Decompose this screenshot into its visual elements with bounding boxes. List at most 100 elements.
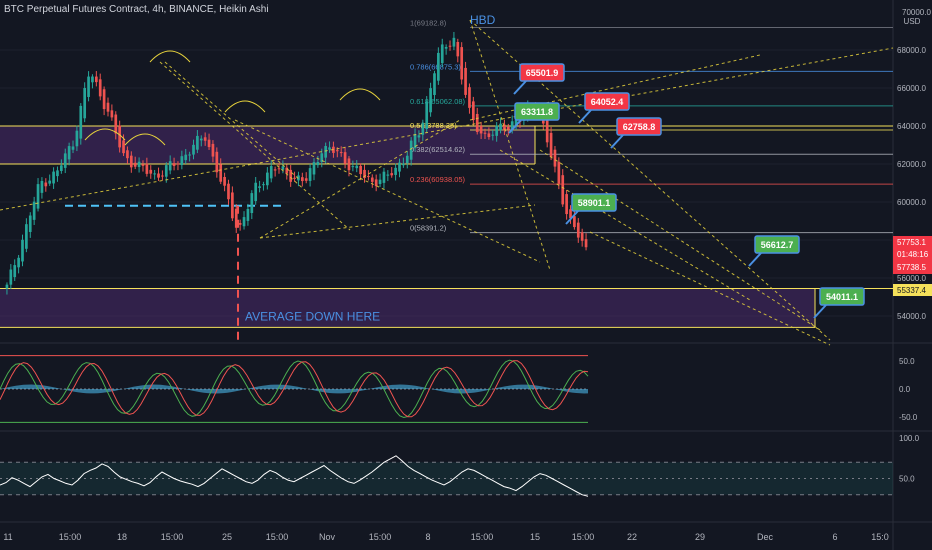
price-label-pointer (565, 210, 579, 225)
candle-body (475, 113, 479, 133)
candle-body (495, 125, 499, 136)
candle-body (83, 88, 87, 119)
x-tick-label: 15:00 (266, 532, 289, 542)
fib-level-label: 0.236(60938.05) (410, 175, 466, 184)
trend-line (469, 19, 551, 271)
candle-body (102, 89, 106, 110)
candle-body (409, 140, 413, 160)
candle-body (335, 150, 339, 152)
candle-body (569, 209, 572, 219)
candle-body (460, 47, 464, 80)
candle-body (9, 269, 13, 285)
price-label-text: 65501.9 (526, 68, 559, 78)
candle-body (254, 182, 258, 202)
candle-body (40, 180, 44, 193)
candle-body (514, 119, 518, 126)
candle-body (21, 239, 24, 262)
x-tick-label: 15:0 (871, 532, 889, 542)
candle-body (300, 177, 304, 182)
candle-body (429, 88, 432, 113)
candle-body (172, 163, 176, 166)
x-tick-label: 6 (832, 532, 837, 542)
candle-body (207, 139, 211, 148)
candle-body (324, 146, 327, 158)
candle-body (545, 118, 549, 143)
candle-body (223, 176, 226, 186)
candle-body (440, 44, 444, 64)
arc-annotation (339, 88, 381, 101)
price-label-box[interactable] (571, 193, 617, 212)
candle-body (250, 193, 254, 214)
candle-body (304, 178, 308, 181)
candle-body (145, 163, 149, 174)
x-tick-label: 15:00 (572, 532, 595, 542)
candle-body (456, 42, 460, 57)
candle-body (468, 87, 471, 108)
price-label-box[interactable] (514, 102, 560, 121)
candle-body (491, 134, 495, 136)
price-label-box[interactable] (584, 92, 630, 111)
y-tick-label: 68000.0 (897, 46, 926, 55)
price-label-box[interactable] (616, 117, 662, 136)
candle-body (402, 163, 405, 166)
price-label-text: 62758.8 (623, 122, 656, 132)
zone-rect (0, 288, 815, 328)
x-tick-label: 15:00 (471, 532, 494, 542)
candle-body (126, 150, 129, 159)
candle-body (448, 45, 452, 47)
candle-body (180, 156, 184, 166)
candle-body (374, 179, 378, 187)
candle-body (499, 123, 502, 131)
candle-body (196, 135, 199, 150)
candle-body (452, 37, 456, 47)
candle-body (506, 126, 510, 130)
price-label-box[interactable] (819, 287, 865, 306)
y-tick-label: 66000.0 (897, 84, 926, 93)
candle-body (297, 175, 300, 181)
candle-body (417, 135, 421, 138)
price-label-box[interactable] (754, 235, 800, 254)
trend-line (539, 149, 821, 331)
trend-line (259, 204, 536, 239)
candle-body (386, 174, 390, 176)
candle-body (561, 175, 565, 205)
osc-line-green (0, 359, 589, 419)
candle-body (405, 155, 409, 164)
candle-body (94, 76, 98, 83)
candle-body (351, 166, 355, 168)
candle-body (328, 147, 331, 150)
candle-body (219, 164, 223, 182)
candle-body (28, 215, 32, 232)
candle-body (479, 126, 483, 134)
price-label-box[interactable] (519, 63, 565, 82)
zone-price-text: 55337.4 (897, 286, 926, 295)
price-label-text: 58901.1 (578, 198, 611, 208)
candle-body (141, 164, 145, 166)
candle-body (483, 132, 487, 134)
candle-body (168, 161, 172, 171)
osc-tick-label: 0.0 (899, 385, 911, 394)
rsi-tick-label: 100.0 (899, 434, 920, 443)
candle-body (273, 169, 277, 171)
candle-body (487, 133, 491, 138)
candle-body (464, 67, 467, 95)
price-label-pointer (578, 109, 592, 124)
candle-body (576, 222, 580, 238)
rsi-line (0, 455, 589, 497)
countdown-text: 01:48:16 (897, 250, 929, 259)
trend-line (589, 231, 831, 346)
chart-title: BTC Perpetual Futures Contract, 4h, BINA… (4, 4, 269, 15)
price-label-text: 56612.7 (761, 240, 794, 250)
x-tick-label: 22 (627, 532, 637, 542)
price-label-pointer (610, 134, 624, 149)
price-label-text: 54011.1 (826, 292, 858, 302)
candle-body (36, 184, 40, 209)
candle-body (32, 201, 36, 220)
candle-body (584, 239, 588, 248)
candle-body (5, 284, 9, 289)
candle-body (390, 173, 394, 176)
price-label-pointer (748, 252, 762, 267)
x-tick-label: 15 (530, 532, 540, 542)
price-label-text: 64052.4 (591, 97, 624, 107)
